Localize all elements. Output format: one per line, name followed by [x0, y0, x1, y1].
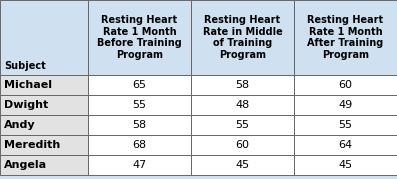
Bar	[88, 155, 191, 175]
Text: Resting Heart
Rate in Middle
of Training
Program: Resting Heart Rate in Middle of Training…	[202, 15, 282, 60]
Bar	[191, 75, 294, 95]
Text: 55: 55	[339, 120, 353, 130]
Bar	[88, 135, 191, 155]
Bar	[294, 0, 397, 75]
Bar	[294, 75, 397, 95]
Bar	[88, 0, 191, 75]
Text: 48: 48	[235, 100, 250, 110]
Bar	[88, 115, 191, 135]
Text: Dwight: Dwight	[4, 100, 48, 110]
Bar	[294, 115, 397, 135]
Bar	[0, 0, 88, 75]
Text: 47: 47	[132, 160, 146, 170]
Text: 45: 45	[235, 160, 250, 170]
Bar	[0, 75, 88, 95]
Text: Angela: Angela	[4, 160, 47, 170]
Text: 45: 45	[338, 160, 353, 170]
Text: 55: 55	[235, 120, 249, 130]
Text: 64: 64	[338, 140, 353, 150]
Text: 65: 65	[133, 80, 146, 90]
Text: Resting Heart
Rate 1 Month
Before Training
Program: Resting Heart Rate 1 Month Before Traini…	[97, 15, 182, 60]
Bar	[191, 95, 294, 115]
Bar	[88, 75, 191, 95]
Bar	[294, 135, 397, 155]
Bar	[191, 155, 294, 175]
Text: Michael: Michael	[4, 80, 52, 90]
Text: 60: 60	[235, 140, 249, 150]
Bar	[0, 155, 88, 175]
Text: Resting Heart
Rate 1 Month
After Training
Program: Resting Heart Rate 1 Month After Trainin…	[307, 15, 384, 60]
Bar	[191, 0, 294, 75]
Bar	[88, 95, 191, 115]
Text: 58: 58	[235, 80, 250, 90]
Bar	[0, 95, 88, 115]
Bar	[191, 115, 294, 135]
Bar	[0, 115, 88, 135]
Text: Andy: Andy	[4, 120, 36, 130]
Bar	[294, 95, 397, 115]
Text: 60: 60	[339, 80, 353, 90]
Text: 49: 49	[338, 100, 353, 110]
Text: 55: 55	[133, 100, 146, 110]
Text: Meredith: Meredith	[4, 140, 60, 150]
Text: 58: 58	[133, 120, 146, 130]
Text: 68: 68	[133, 140, 146, 150]
Text: Subject: Subject	[4, 61, 46, 71]
Bar	[294, 155, 397, 175]
Bar	[191, 135, 294, 155]
Bar	[0, 135, 88, 155]
